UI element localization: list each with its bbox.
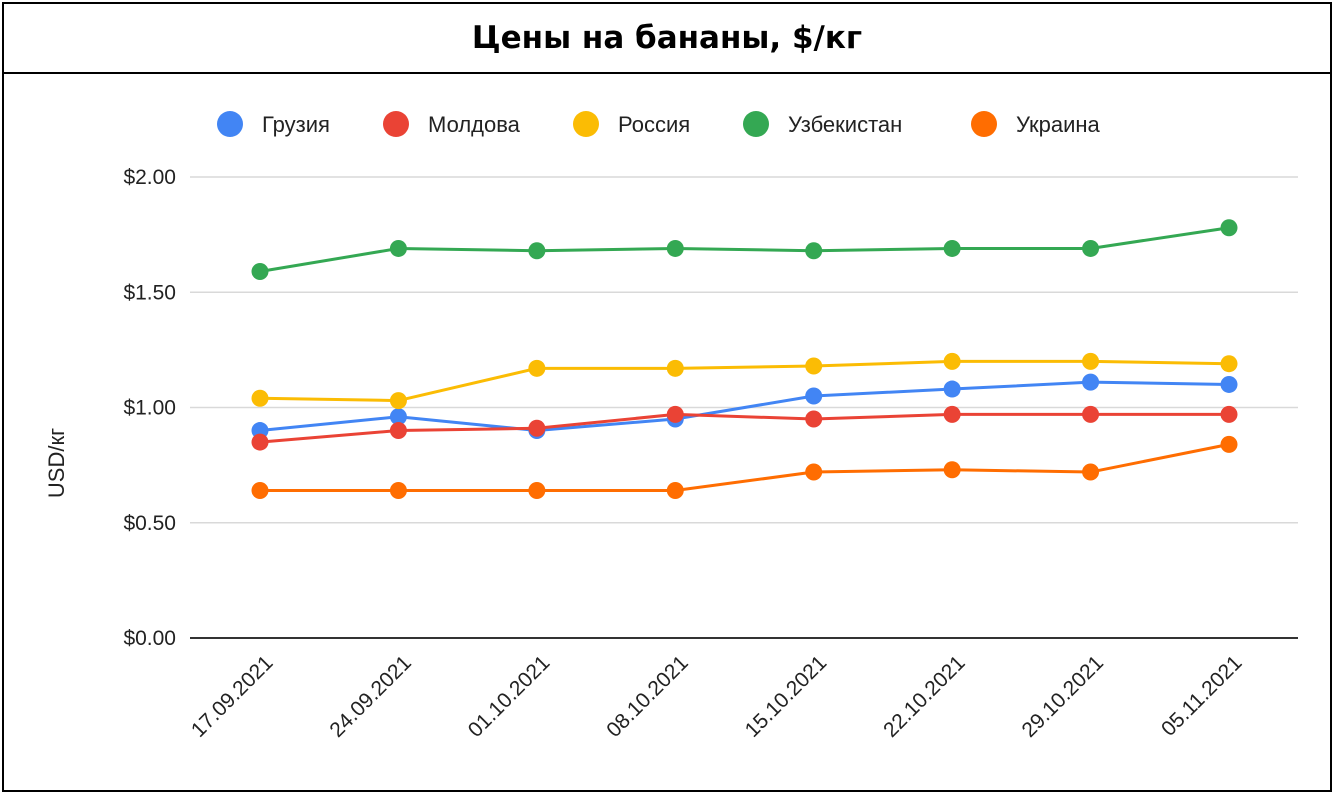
data-point <box>1082 463 1100 481</box>
legend-label: Узбекистан <box>788 112 902 137</box>
y-tick-label: $0.00 <box>123 627 176 650</box>
data-point <box>251 433 269 451</box>
data-point <box>1082 405 1100 423</box>
data-point <box>805 410 823 428</box>
data-point <box>805 463 823 481</box>
legend-marker <box>971 111 997 137</box>
legend-marker <box>217 111 243 137</box>
y-tick-label: $1.00 <box>123 397 176 420</box>
data-point <box>389 239 407 257</box>
series-line <box>259 226 1230 273</box>
data-point <box>528 481 546 499</box>
data-point <box>943 380 961 398</box>
data-point <box>805 357 823 375</box>
data-point <box>528 359 546 377</box>
series-group <box>251 219 1238 281</box>
data-point <box>943 461 961 479</box>
x-tick-label: 17.09.2021 <box>187 651 278 742</box>
legend-item: Молдова <box>383 111 521 137</box>
data-point <box>1220 355 1238 373</box>
series-group <box>251 405 1238 451</box>
data-point <box>251 481 269 499</box>
data-point <box>805 387 823 405</box>
series-line <box>260 442 1230 492</box>
series-group <box>251 435 1238 499</box>
data-point <box>389 392 407 410</box>
data-point <box>389 408 407 426</box>
data-point <box>805 242 823 260</box>
series-line <box>259 380 1230 433</box>
data-point <box>666 239 684 257</box>
y-axis-title: USD/кг <box>44 428 69 498</box>
legend-label: Грузия <box>262 112 330 137</box>
data-point <box>1220 405 1238 423</box>
data-point <box>1220 219 1238 237</box>
legend-marker <box>743 111 769 137</box>
legend-marker <box>573 111 599 137</box>
series-line <box>259 359 1230 403</box>
data-point <box>1082 352 1100 370</box>
data-point <box>943 352 961 370</box>
chart-title-bar: Цены на бананы, $/кг <box>4 4 1330 74</box>
legend-item: Россия <box>573 111 690 137</box>
data-point <box>943 405 961 423</box>
data-point <box>251 263 269 281</box>
x-axis-ticks: 17.09.2021 24.09.2021 01.10.2021 08.10.2021… <box>187 651 1247 742</box>
series-lines <box>251 219 1238 499</box>
legend-label: Молдова <box>428 112 521 137</box>
legend-label: Россия <box>618 112 690 137</box>
legend-marker <box>383 111 409 137</box>
x-tick-label: 01.10.2021 <box>464 651 555 742</box>
series-group <box>251 352 1238 410</box>
data-point <box>666 481 684 499</box>
y-tick-label: $0.50 <box>123 512 176 535</box>
legend: Грузия Молдова Россия Узбекистан Украина <box>217 111 1101 137</box>
legend-item: Грузия <box>217 111 330 137</box>
x-tick-label: 22.10.2021 <box>879 651 970 742</box>
data-point <box>666 405 684 423</box>
x-tick-label: 08.10.2021 <box>602 651 693 742</box>
data-point <box>389 422 407 440</box>
data-point <box>1082 373 1100 391</box>
data-point <box>1082 239 1100 257</box>
y-tick-label: $1.50 <box>123 281 176 304</box>
legend-item: Украина <box>971 111 1101 137</box>
data-point <box>943 239 961 257</box>
data-point <box>1220 375 1238 393</box>
data-point <box>666 359 684 377</box>
legend-label: Украина <box>1016 112 1101 137</box>
x-tick-label: 15.10.2021 <box>741 651 832 742</box>
data-point <box>528 419 546 437</box>
y-axis-ticks: $0.00 $0.50 $1.00 $1.50 $2.00 <box>123 166 176 650</box>
y-tick-label: $2.00 <box>123 166 176 189</box>
data-point <box>389 481 407 499</box>
x-tick-label: 24.09.2021 <box>325 651 416 742</box>
legend-item: Узбекистан <box>743 111 902 137</box>
data-point <box>251 389 269 407</box>
x-tick-label: 05.11.2021 <box>1157 651 1246 740</box>
x-tick-label: 29.10.2021 <box>1018 651 1109 742</box>
series-line <box>259 412 1229 444</box>
data-point <box>528 242 546 260</box>
data-point <box>1220 435 1238 453</box>
chart-title: Цены на бананы, $/кг <box>471 20 863 56</box>
